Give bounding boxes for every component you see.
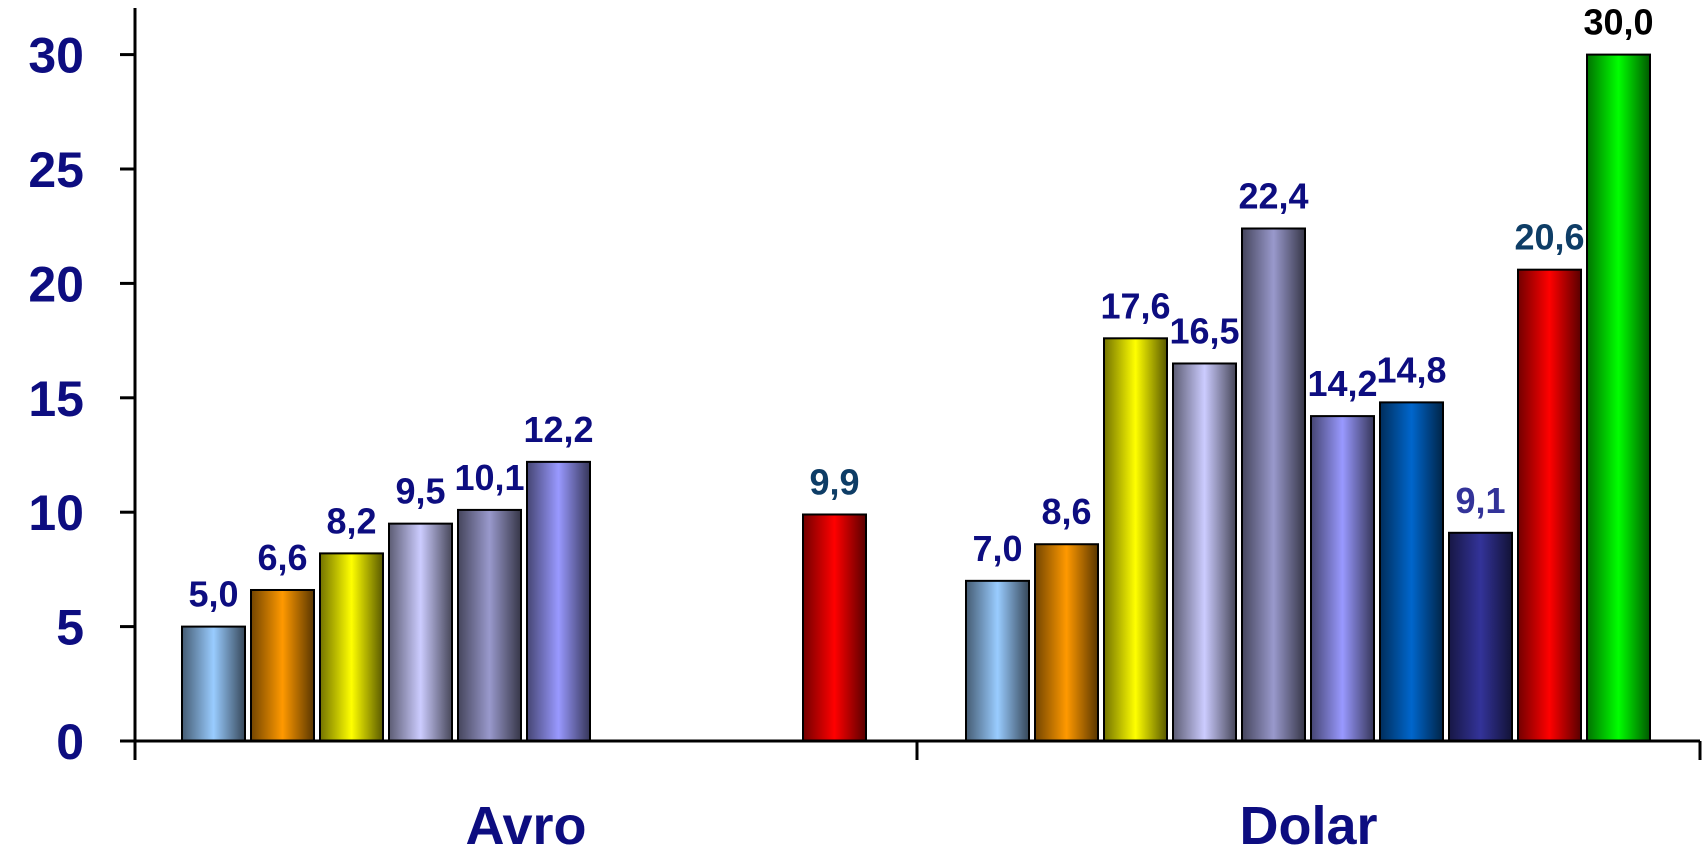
data-label-avro-5: 10,1	[454, 457, 524, 498]
y-axis-ticks: 0 5 10 15 20 25 30	[28, 28, 1702, 770]
y-tick-label: 10	[28, 485, 84, 541]
data-label-dolar-8: 9,1	[1455, 480, 1505, 521]
data-label-avro-6: 12,2	[523, 409, 593, 450]
data-label-avro-2: 6,6	[257, 537, 307, 578]
bar-dolar-4	[1172, 362, 1237, 742]
bar-dolar-9	[1517, 268, 1582, 742]
y-tick-label: 30	[28, 28, 84, 84]
data-label-avro-1: 5,0	[188, 574, 238, 615]
bar-avro-10	[802, 513, 867, 742]
bar-dolar-1	[965, 579, 1030, 743]
bar-avro-2	[250, 588, 315, 742]
bar-dolar-8	[1448, 531, 1513, 742]
bar-dolar-2	[1034, 543, 1099, 742]
data-label-dolar-5: 22,4	[1238, 175, 1308, 216]
y-tick-label: 0	[56, 714, 84, 770]
data-label-dolar-3: 17,6	[1100, 285, 1170, 326]
bar-dolar-5	[1241, 227, 1306, 743]
data-label-dolar-2: 8,6	[1041, 491, 1091, 532]
data-label-avro-10: 9,9	[809, 461, 859, 502]
data-label-avro-4: 9,5	[395, 471, 445, 512]
bar-dolar-3	[1103, 337, 1168, 742]
y-tick-label: 5	[56, 600, 84, 656]
data-label-dolar-1: 7,0	[972, 528, 1022, 569]
data-label-dolar-9: 20,6	[1514, 217, 1584, 258]
category-label-dolar: Dolar	[1239, 796, 1377, 853]
y-tick-label: 15	[28, 371, 84, 427]
bar-dolar-6	[1310, 415, 1375, 742]
bar-avro-4	[388, 522, 453, 743]
category-label-avro: Avro	[465, 796, 586, 853]
y-tick-label: 20	[28, 256, 84, 312]
bar-avro-3	[319, 552, 384, 742]
bar-avro-5	[457, 508, 522, 742]
data-label-dolar-4: 16,5	[1169, 310, 1239, 351]
x-axis-categories: Avro Dolar	[465, 796, 1377, 853]
bar-avro-6	[526, 460, 591, 742]
data-label-dolar-10: 30,0	[1583, 2, 1653, 43]
bar-avro-1	[181, 625, 246, 742]
bar-dolar-7	[1379, 401, 1444, 742]
data-label-dolar-7: 14,8	[1376, 349, 1446, 390]
bars-layer	[181, 53, 1651, 743]
bar-dolar-10	[1586, 53, 1651, 743]
y-tick-label: 25	[28, 142, 84, 198]
data-labels-layer: 5,0 6,6 8,2 9,5 10,1 12,2 9,9 7,0 8,6 17,616,5 22,…	[188, 2, 1653, 615]
data-label-dolar-6: 14,2	[1307, 363, 1377, 404]
data-label-avro-3: 8,2	[326, 500, 376, 541]
